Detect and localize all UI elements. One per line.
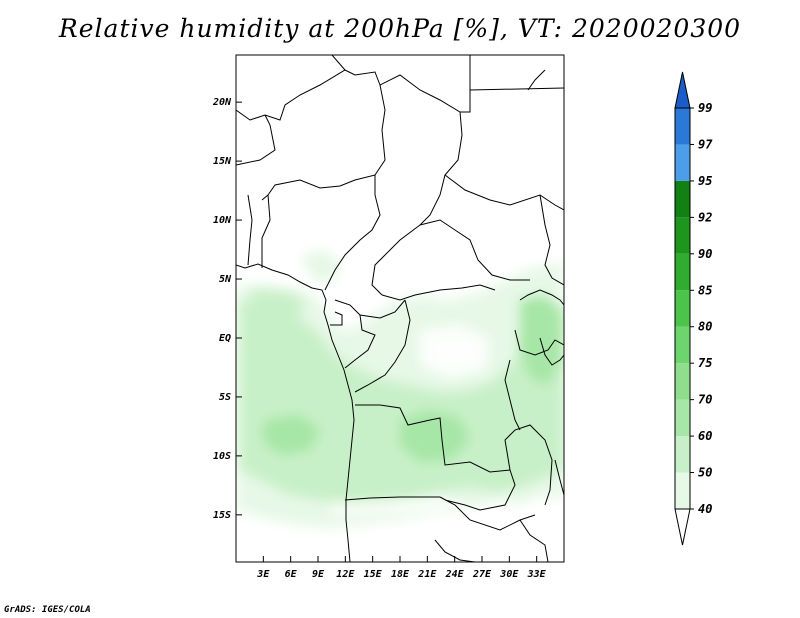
colorbar-label: 40	[698, 502, 712, 516]
border	[344, 496, 440, 501]
colorbar-box	[675, 436, 690, 473]
coastline	[236, 263, 355, 562]
colorbar-box	[675, 253, 690, 291]
border	[236, 114, 276, 166]
colorbar-box	[675, 180, 690, 218]
border	[519, 519, 549, 562]
border	[504, 424, 553, 506]
humid-region-angola	[240, 300, 564, 505]
colorbar-box	[675, 399, 690, 437]
y-tick-label: 15N	[213, 156, 232, 167]
colorbar-label: 75	[698, 356, 712, 370]
x-tick-label: 15E	[364, 569, 383, 580]
x-tick-label: 9E	[312, 569, 325, 580]
colorbar: 40 50 60 70 75 80 85 90 92 95 97 99	[674, 71, 713, 546]
x-tick-label: 33E	[527, 569, 547, 580]
dry-band	[330, 498, 470, 515]
border	[261, 193, 271, 268]
humid-region-lower-left	[262, 415, 320, 455]
colorbar-upper-triangle	[674, 71, 691, 109]
border	[419, 219, 530, 281]
y-tick-label: 10S	[213, 451, 231, 462]
colorbar-label: 95	[698, 174, 712, 188]
x-axis: 3E 6E 9E 12E 15E 18E 21E 24E 27E 30E 33E	[256, 556, 547, 580]
border	[354, 299, 411, 393]
border	[331, 55, 346, 71]
colorbar-label: 80	[698, 320, 712, 334]
colorbar-box	[675, 472, 690, 509]
border	[514, 329, 564, 356]
border	[371, 111, 463, 296]
x-tick-label: 3E	[256, 569, 270, 580]
border	[374, 84, 386, 176]
colorbar-box	[675, 144, 690, 181]
grads-credit: GrADS: IGES/COLA	[4, 605, 91, 615]
x-tick-label: 30E	[499, 569, 519, 580]
border	[439, 496, 536, 531]
colorbar-label: 50	[698, 466, 712, 480]
y-axis: 20N 15N 10N 5N EQ 5S 10S 15S	[212, 97, 242, 521]
y-tick-label: 20N	[212, 97, 232, 108]
chart-title: Relative humidity at 200hPa [%], VT: 202…	[58, 14, 742, 43]
border	[539, 337, 564, 366]
colorbar-box	[675, 363, 690, 400]
y-tick-label: EQ	[219, 333, 231, 344]
colorbar-box	[675, 326, 690, 364]
x-tick-label: 24E	[445, 569, 465, 580]
colorbar-label: 70	[698, 393, 712, 407]
y-tick-label: 10N	[213, 215, 232, 226]
border	[539, 194, 564, 286]
x-tick-label: 27E	[472, 569, 492, 580]
border	[334, 299, 406, 319]
x-tick-label: 12E	[336, 569, 355, 580]
border	[434, 539, 476, 562]
x-tick-label: 21E	[417, 569, 437, 580]
x-tick-label: 18E	[391, 569, 410, 580]
humid-region-nigeria	[300, 250, 340, 282]
dry-patch-congo	[420, 325, 490, 378]
colorbar-box	[675, 290, 690, 327]
border	[519, 289, 564, 306]
border	[554, 459, 564, 496]
colorbar-label: 92	[698, 210, 712, 224]
country-borders	[236, 55, 564, 562]
border	[236, 69, 381, 121]
border	[504, 359, 521, 431]
colorbar-label: 90	[698, 247, 712, 261]
colorbar-label: 60	[698, 429, 712, 443]
y-tick-label: 5S	[219, 392, 231, 403]
border	[355, 404, 516, 511]
border	[527, 69, 546, 91]
colorbar-frame	[674, 107, 691, 510]
colorbar-label: 85	[698, 283, 712, 297]
border	[344, 314, 376, 369]
humid-region-west-coast	[250, 290, 305, 318]
colorbar-label: 99	[698, 101, 712, 115]
colorbar-box	[675, 108, 690, 145]
colorbar-lower-triangle	[674, 508, 691, 546]
y-tick-label: 15S	[213, 510, 231, 521]
y-tick-label: 5N	[219, 274, 232, 285]
border	[469, 87, 564, 91]
border	[267, 174, 381, 291]
border	[247, 194, 253, 266]
colorbar-label: 97	[698, 137, 713, 151]
border	[379, 55, 471, 113]
border	[444, 174, 564, 211]
colorbar-box	[675, 217, 690, 254]
border	[381, 284, 496, 301]
border	[330, 311, 343, 326]
x-tick-label: 6E	[285, 569, 298, 580]
